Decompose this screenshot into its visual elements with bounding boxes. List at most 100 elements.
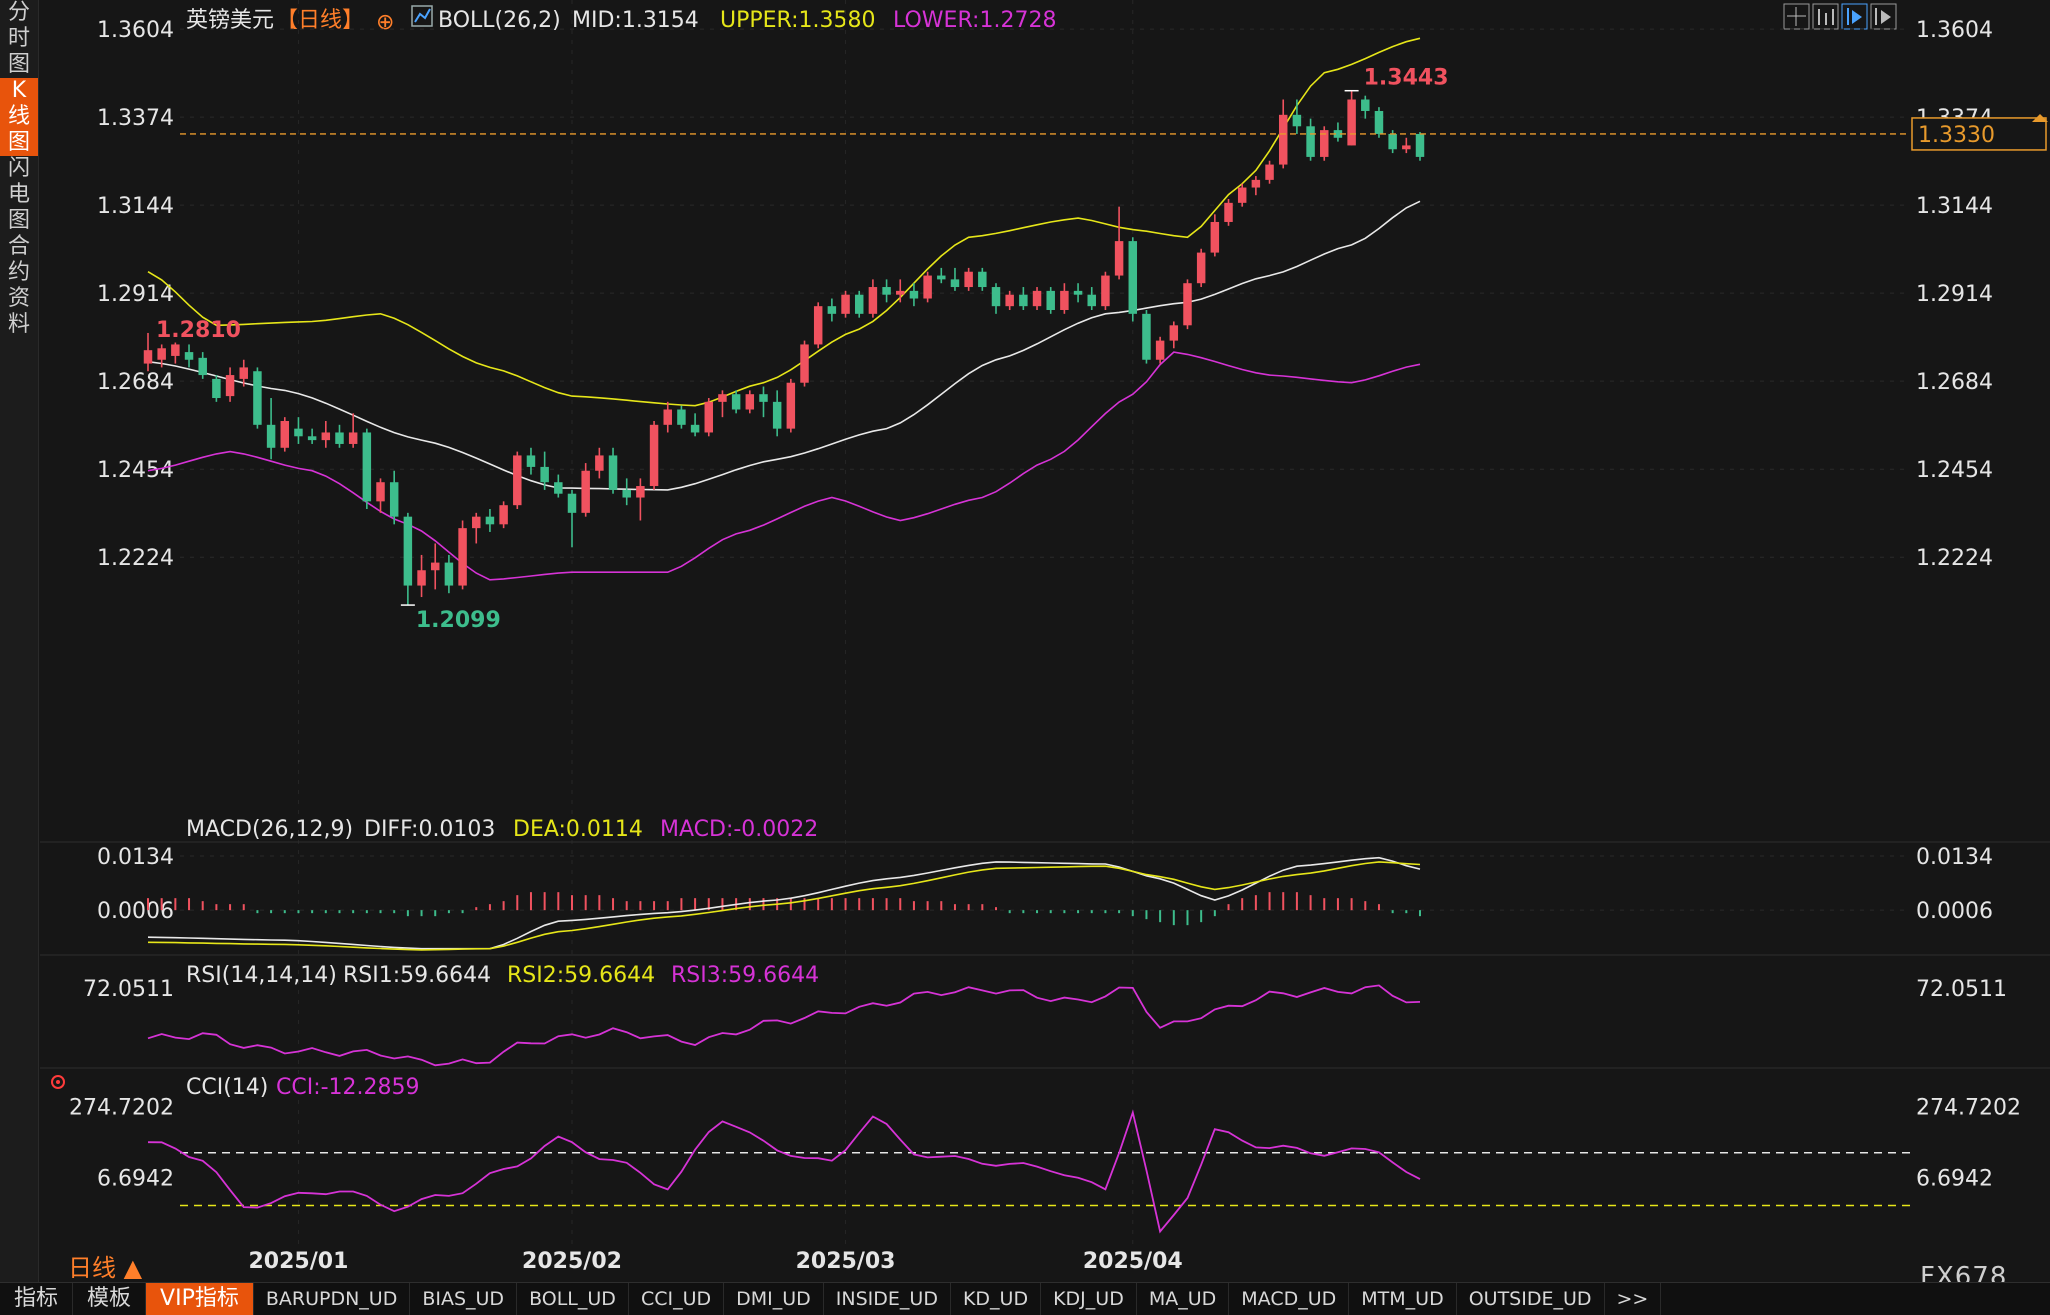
candle-down <box>1087 294 1096 307</box>
candle-up <box>225 375 235 397</box>
candle-down <box>1388 133 1397 150</box>
sidebar-tab-flash[interactable]: 闪电图 <box>0 156 38 234</box>
add-indicator-icon[interactable]: ⊕ <box>376 10 394 35</box>
indicator-tab[interactable]: OUTSIDE_UD <box>1457 1283 1605 1315</box>
candle-up <box>1265 164 1274 180</box>
macd-diff: DIFF:0.0103 <box>364 817 495 842</box>
line-chart-icon[interactable] <box>1841 3 1868 30</box>
candle-up <box>430 562 440 571</box>
boll-upper: UPPER:1.3580 <box>720 8 876 33</box>
y-tick-right: 1.2684 <box>1916 370 1993 395</box>
candle-down <box>1128 241 1138 314</box>
last-price-box <box>1911 117 2047 151</box>
y-tick-left: 1.2684 <box>97 370 174 395</box>
grid-icon[interactable] <box>1783 3 1810 30</box>
candle-down <box>759 394 768 402</box>
candle-up <box>1155 340 1165 360</box>
indicator-tab[interactable]: MACD_UD <box>1229 1283 1350 1315</box>
y-tick-left: 274.7202 <box>69 1096 174 1121</box>
sidebar-tab-label: 分时图 <box>7 0 30 77</box>
candle-down <box>266 424 276 448</box>
macd-dea-line <box>147 861 1421 951</box>
indicator-tab[interactable]: BOLL_UD <box>517 1283 629 1315</box>
indicator-tab[interactable]: 指标 <box>0 1283 74 1315</box>
candle-down <box>212 378 221 399</box>
rsi-panel: 72.0511 72.0511 <box>40 954 2050 1067</box>
candle-up <box>1278 114 1288 165</box>
candle-down <box>1046 290 1055 310</box>
sidebar-tab-label: 合约资料 <box>7 234 30 337</box>
indicator-tab[interactable]: BIAS_UD <box>410 1283 518 1315</box>
candle-down <box>731 394 741 410</box>
indicator-tab[interactable]: DMI_UD <box>724 1283 824 1315</box>
candle-down <box>540 466 549 483</box>
candle-down <box>198 357 207 376</box>
y-tick-right: 0.0134 <box>1916 845 1993 870</box>
candle-up <box>1237 187 1247 203</box>
candle-up <box>1210 221 1220 253</box>
y-tick-left: 0.0134 <box>97 845 174 870</box>
candle-down <box>622 489 631 498</box>
candle-down <box>1073 290 1083 295</box>
candle-down <box>485 516 495 525</box>
expand-icon[interactable] <box>1870 3 1897 30</box>
boll-lower-line <box>147 351 1421 581</box>
x-month-label: 2025/03 <box>796 1249 896 1274</box>
candle-down <box>909 290 919 299</box>
sidebar-tab-contract-info[interactable]: 合约资料 <box>0 234 38 338</box>
candle-up <box>595 455 604 471</box>
indicator-tab[interactable]: VIP指标 <box>146 1283 254 1315</box>
indicator-tab[interactable]: BARUPDN_UD <box>254 1283 411 1315</box>
cci-panel: 274.7202 274.7202 6.6942 6.6942 <box>40 1067 2050 1234</box>
sidebar-tab-kline[interactable]: K线图 <box>0 78 38 156</box>
candle-up <box>1402 145 1411 150</box>
candle-up <box>239 367 248 379</box>
candle-down <box>978 271 987 288</box>
candle-up <box>280 420 290 448</box>
y-tick-right: 0.0006 <box>1916 899 1993 924</box>
candle-up <box>513 455 522 506</box>
candle-up <box>1347 99 1356 146</box>
candle-down <box>1019 294 1028 307</box>
indicator-tab[interactable]: 模板 <box>73 1283 147 1315</box>
more-tabs-button[interactable]: >> <box>1605 1283 1662 1315</box>
sidebar-tab-timeshare[interactable]: 分时图 <box>0 0 38 78</box>
candle-up <box>1032 290 1042 307</box>
candle-down <box>827 306 837 314</box>
indicator-tab[interactable]: MTM_UD <box>1349 1283 1457 1315</box>
candle-down <box>882 287 891 295</box>
indicator-tab[interactable]: KDJ_UD <box>1041 1283 1137 1315</box>
candle-down <box>1415 133 1425 157</box>
candle-down <box>1361 99 1370 111</box>
candle-down <box>389 482 399 517</box>
candle-up <box>800 344 809 383</box>
boll-upper-line <box>147 37 1421 407</box>
y-tick-right: 1.3144 <box>1916 194 1993 219</box>
bar-chart-icon[interactable] <box>1812 3 1839 30</box>
candle-up <box>745 394 755 410</box>
rsi2-value: RSI2:59.6644 <box>507 963 655 988</box>
candle-up <box>472 516 481 529</box>
candle-down <box>608 455 618 490</box>
y-tick-right: 274.7202 <box>1916 1096 2021 1121</box>
low-price-label: 1.2099 <box>416 608 501 633</box>
settings-sun-icon[interactable] <box>51 1075 65 1089</box>
candle-up <box>1224 202 1233 222</box>
candle-up <box>813 306 823 345</box>
period-selector[interactable]: 日线 ▲ <box>68 1254 143 1282</box>
indicator-tab[interactable]: INSIDE_UD <box>824 1283 951 1315</box>
candle-up <box>581 470 590 513</box>
candle-up <box>417 570 426 586</box>
candle-down <box>937 275 946 280</box>
candle-down <box>403 516 413 586</box>
macd-dea: DEA:0.0114 <box>513 817 643 842</box>
indicator-tab[interactable]: KD_UD <box>951 1283 1042 1315</box>
indicator-tab[interactable]: CCI_UD <box>629 1283 725 1315</box>
candle-up <box>348 432 358 444</box>
candle-down <box>362 432 372 502</box>
indicator-tab[interactable]: MA_UD <box>1137 1283 1230 1315</box>
kline-chart[interactable]: 英镑美元 【日线】 ⊕ BOLL(26,2) MID:1.3154 UPPER:… <box>0 0 2050 1282</box>
candle-up <box>1060 290 1069 310</box>
candle-up <box>649 424 659 487</box>
